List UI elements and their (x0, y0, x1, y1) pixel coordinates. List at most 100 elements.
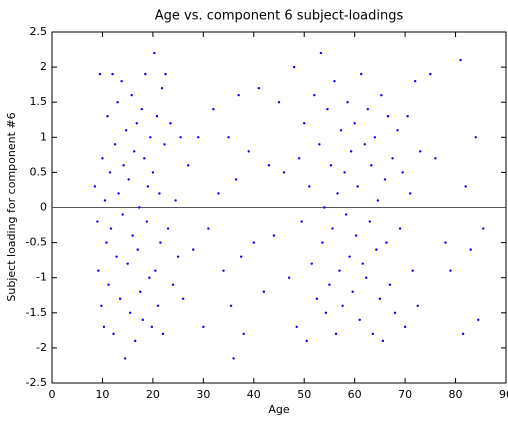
point (277, 101, 281, 104)
point (98, 72, 102, 76)
point (338, 269, 341, 272)
point (403, 325, 407, 329)
y-tick-label: -2 (36, 341, 47, 354)
point (153, 51, 156, 55)
point (326, 108, 329, 111)
point (370, 164, 373, 167)
point (469, 248, 472, 251)
point (351, 290, 354, 293)
point (136, 248, 139, 251)
point (366, 108, 369, 111)
point (111, 72, 114, 76)
point (229, 304, 233, 307)
point (128, 311, 132, 314)
point (222, 269, 225, 272)
point (310, 262, 313, 265)
point (192, 248, 195, 251)
point (356, 185, 359, 188)
point (115, 255, 118, 258)
point (401, 171, 404, 174)
y-tick-label: 2.5 (30, 25, 48, 38)
x-tick-label: 10 (95, 388, 109, 401)
point (416, 304, 419, 307)
point (237, 93, 240, 97)
point (344, 213, 348, 216)
y-tick-label: 2 (40, 60, 47, 73)
point (120, 79, 123, 83)
point (334, 332, 338, 336)
point (383, 178, 387, 181)
point (176, 255, 180, 258)
point (130, 93, 133, 97)
y-tick-label: -1 (36, 271, 47, 284)
point (477, 318, 480, 322)
point (343, 171, 346, 174)
point (391, 157, 394, 160)
point (109, 227, 113, 230)
point (388, 283, 392, 286)
point (113, 143, 117, 146)
point (227, 136, 230, 139)
point (315, 297, 319, 300)
point (482, 227, 485, 230)
point (212, 108, 215, 111)
point (386, 115, 390, 118)
point (96, 220, 99, 223)
point (155, 115, 159, 118)
point (123, 357, 127, 360)
point (308, 185, 311, 188)
point (459, 58, 462, 62)
point (381, 339, 385, 343)
point (179, 136, 182, 139)
point (232, 357, 235, 360)
point (146, 185, 150, 188)
point (328, 283, 331, 286)
point (319, 51, 323, 55)
point (378, 297, 382, 300)
point (411, 269, 414, 272)
point (166, 227, 170, 230)
point (174, 199, 177, 202)
point (118, 297, 122, 300)
point (164, 72, 167, 76)
point (262, 290, 266, 293)
point (398, 227, 402, 230)
x-tick-label: 40 (247, 388, 261, 401)
point (371, 332, 375, 336)
point (121, 213, 124, 216)
point (103, 199, 107, 202)
point (292, 65, 296, 69)
point (358, 318, 361, 322)
x-tick-label: 60 (348, 388, 362, 401)
point (324, 311, 328, 314)
point (116, 101, 119, 104)
y-tick-label: 0.5 (30, 165, 48, 178)
point (375, 248, 378, 251)
point (239, 255, 243, 258)
point (151, 171, 155, 174)
x-tick-label: 30 (196, 388, 210, 401)
x-tick-label: 0 (49, 388, 56, 401)
point (267, 164, 271, 167)
chart-title: Age vs. component 6 subject-loadings (155, 9, 404, 24)
point (329, 164, 333, 167)
point (105, 241, 108, 244)
x-tick-label: 90 (499, 388, 508, 401)
point (158, 192, 161, 195)
point (131, 234, 134, 237)
point (140, 108, 143, 111)
point (112, 332, 115, 336)
point (408, 192, 412, 195)
point (145, 220, 149, 223)
point (242, 332, 245, 336)
point (303, 122, 306, 125)
point (323, 206, 326, 209)
point (419, 150, 422, 153)
x-tick-label: 80 (449, 388, 463, 401)
point (102, 325, 106, 329)
point (197, 136, 200, 139)
point (336, 192, 339, 195)
point (127, 178, 130, 181)
point (393, 311, 397, 314)
